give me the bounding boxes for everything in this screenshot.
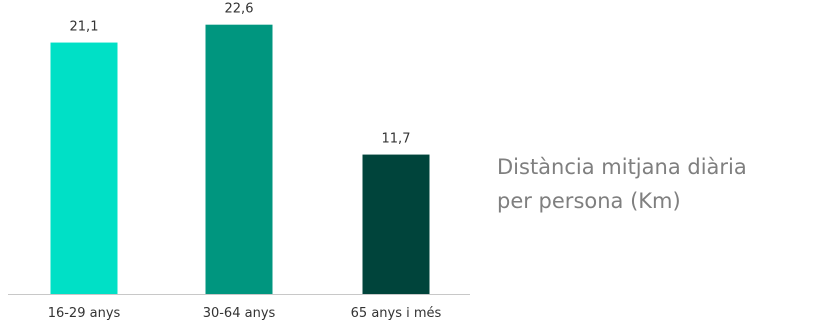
value-label: 22,6 (225, 2, 254, 17)
x-tick-label: 16-29 anys (48, 306, 121, 321)
x-tick-label: 30-64 anys (203, 306, 276, 321)
value-label: 11,7 (382, 132, 411, 147)
chart-title: Distància mitjana diària per persona (Km… (497, 150, 809, 218)
x-tick-label: 65 anys i més (351, 306, 442, 321)
chart-title-line-2: per persona (Km) (497, 189, 681, 213)
x-tick-labels-group: 16-29 anys 30-64 anys 65 anys i més (48, 306, 442, 321)
bar-30-64-anys (205, 24, 273, 295)
chart-title-line-1: Distància mitjana diària (497, 155, 747, 179)
bars-group (50, 24, 430, 295)
bar-16-29-anys (50, 42, 118, 294)
bar-65-anys-i-m-s (362, 154, 430, 294)
value-labels-group: 21,1 22,6 11,7 (70, 2, 411, 147)
value-label: 21,1 (70, 20, 99, 35)
